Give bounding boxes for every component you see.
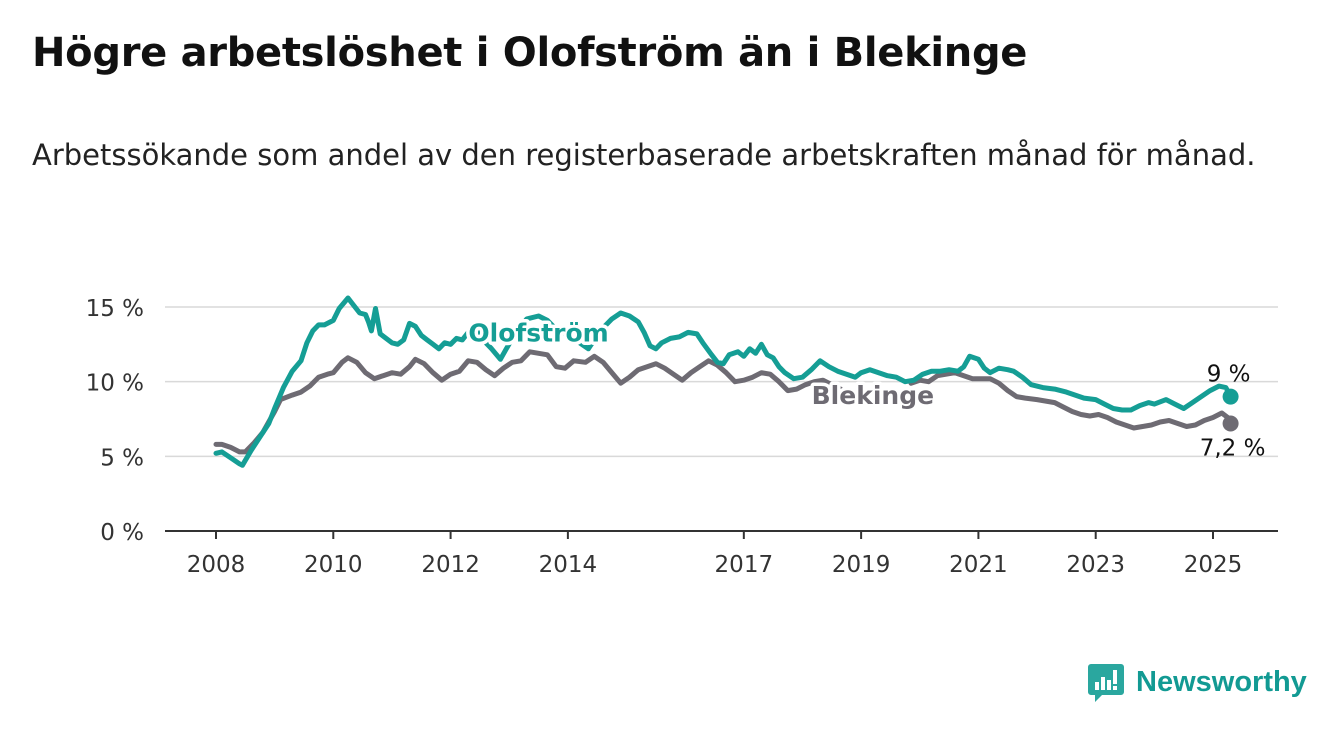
series-line-blekinge (213, 349, 844, 455)
end-label-olofstrom: 9 % (1207, 362, 1251, 388)
line-chart: 0 %5 %10 %15 % 2008 2010 2012 2014 2017 2019 2… (86, 295, 1278, 578)
y-tick-label: 10 % (86, 371, 144, 397)
series-label-blekinge: Blekinge (812, 381, 934, 410)
x-tick-label: 2012 (421, 552, 480, 578)
series-label-olofstrom: Olofström (468, 318, 608, 347)
end-label-blekinge: 7,2 % (1200, 435, 1266, 461)
newsworthy-logo: Newsworthy (1088, 660, 1307, 704)
x-axis: 2008 2010 2012 2014 2017 2019 2021 2023 2025 (165, 530, 1278, 578)
endpoint-blekinge (1222, 415, 1239, 432)
x-tick-label: 2010 (304, 552, 363, 578)
newsworthy-icon (1088, 664, 1124, 702)
y-tick-label: 0 % (100, 520, 144, 546)
x-tick-label: 2008 (187, 552, 246, 578)
y-tick-label: 5 % (100, 445, 144, 471)
x-tick-label: 2017 (715, 552, 774, 578)
series-labels: 9 % 7,2 % Olofström Blekinge (465, 315, 1266, 462)
x-tick-label: 2019 (832, 552, 891, 578)
series-lines (213, 295, 1239, 468)
x-tick-label: 2025 (1184, 552, 1243, 578)
endpoint-olofstrom (1222, 388, 1239, 405)
y-axis: 0 % 5 % 10 % 15 % (86, 296, 144, 546)
chart-subtitle: Arbetssökande som andel av den registerb… (32, 138, 1256, 172)
gridlines (165, 306, 1278, 458)
series-line-blekinge-2 (908, 370, 1234, 431)
series-line-olofstrom (213, 295, 1234, 468)
brand-name: Newsworthy (1136, 665, 1307, 698)
y-tick-label: 15 % (86, 296, 144, 322)
x-tick-label: 2023 (1066, 552, 1125, 578)
chart-title: Högre arbetslöshet i Olofström än i Blek… (32, 30, 1028, 76)
x-tick-label: 2021 (949, 552, 1008, 578)
x-tick-label: 2014 (539, 552, 598, 578)
